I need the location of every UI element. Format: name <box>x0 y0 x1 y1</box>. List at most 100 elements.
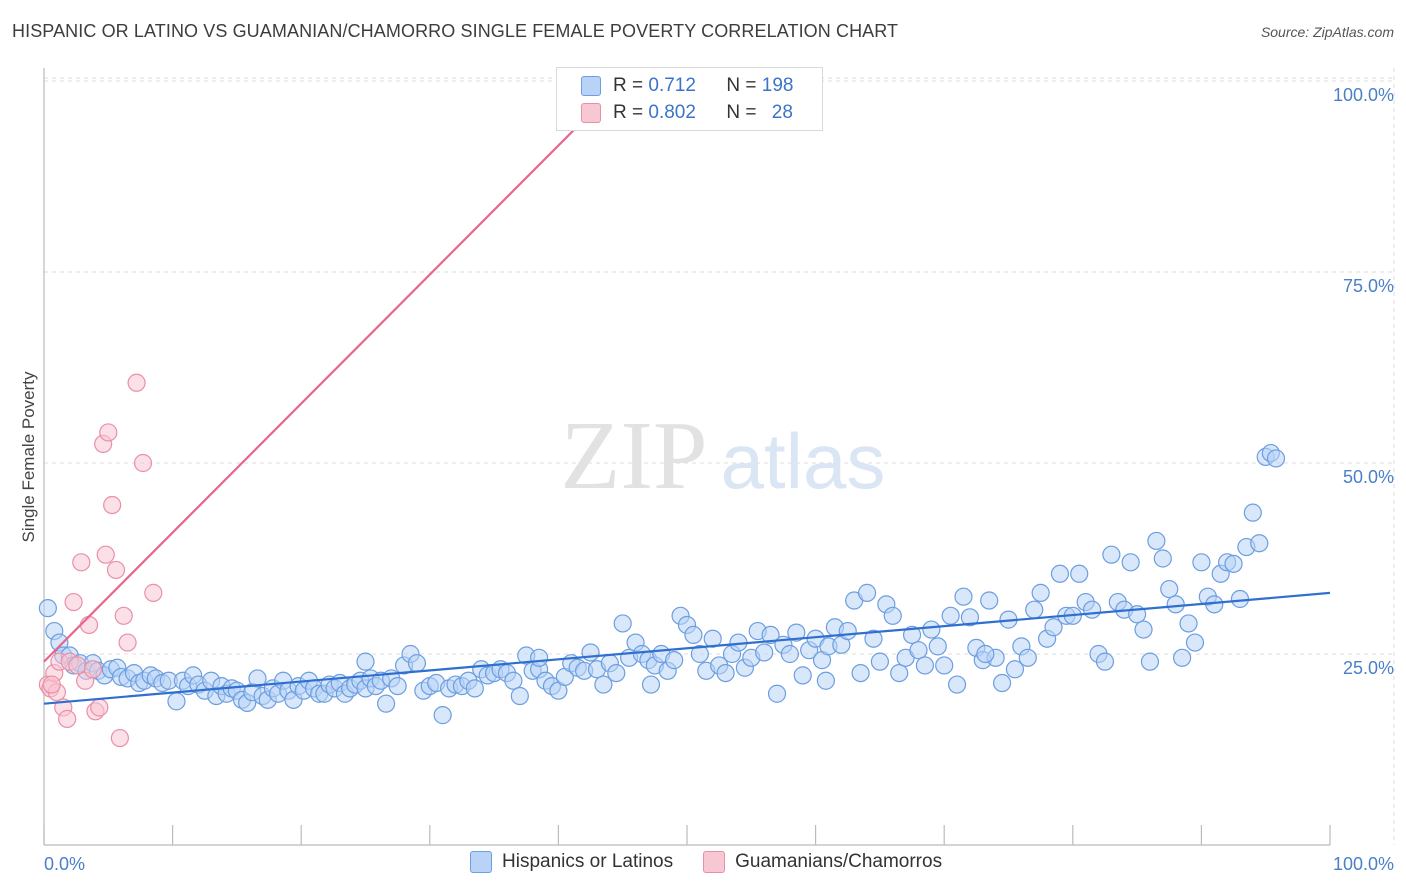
point-hispanic <box>433 706 452 725</box>
trend-line-hispanics <box>43 591 1331 705</box>
point-hispanic <box>1031 583 1050 602</box>
gridlines <box>44 68 1395 845</box>
legend-row-guamanians: R = 0.802 N = 28 <box>581 101 793 125</box>
point-hispanic <box>755 643 774 662</box>
x-tick-max: 100.0% <box>1333 854 1394 874</box>
point-hispanic <box>1250 534 1269 553</box>
y-tick-label: 50.0% <box>1343 467 1394 487</box>
point-hispanic <box>1044 618 1063 637</box>
point-hispanic <box>960 608 980 627</box>
legend-n-value: 28 <box>771 102 793 123</box>
point-hispanic <box>1153 549 1172 568</box>
legend-label-hispanics: Hispanics or Latinos <box>502 851 674 872</box>
legend-label-guamanians: Guamanians/Chamorros <box>735 851 943 872</box>
watermark-atlas: atlas <box>721 417 886 505</box>
point-hispanic <box>947 675 967 694</box>
point-guamanian <box>90 698 109 717</box>
point-guamanian <box>106 560 126 580</box>
legend-swatch-pink <box>703 851 726 873</box>
point-guamanian <box>58 709 77 729</box>
point-hispanic <box>1230 589 1250 609</box>
point-hispanic <box>890 663 909 683</box>
point-hispanic <box>935 656 954 675</box>
y-tick-label: 100.0% <box>1333 85 1394 105</box>
point-hispanic <box>909 641 928 660</box>
trend-lines <box>43 80 1331 705</box>
point-hispanic <box>38 599 57 618</box>
point-hispanic <box>356 652 375 671</box>
point-guamanian <box>114 606 133 625</box>
point-hispanic <box>248 669 267 688</box>
point-hispanic <box>684 625 703 645</box>
legend-r-label: R = <box>613 75 649 96</box>
point-hispanic <box>388 676 407 696</box>
point-guamanian <box>96 545 115 564</box>
legend-n-label: N = <box>726 102 762 123</box>
point-hispanic <box>1082 600 1102 619</box>
point-hispanic <box>690 644 709 664</box>
point-hispanic <box>641 675 661 694</box>
point-hispanic <box>1095 652 1115 671</box>
point-guamanian <box>133 453 153 473</box>
point-hispanic <box>851 663 870 683</box>
point-hispanic <box>1192 553 1211 572</box>
point-hispanic <box>838 621 857 641</box>
point-hispanic <box>793 666 812 685</box>
point-hispanic <box>167 692 186 711</box>
point-hispanic <box>1179 614 1198 633</box>
point-hispanic <box>902 625 922 645</box>
point-hispanic <box>928 637 947 656</box>
legend-item-guamanians[interactable]: Guamanians/Chamorros <box>703 851 942 873</box>
y-tick-labels: 25.0% 50.0% 75.0% 100.0% <box>1333 85 1394 678</box>
legend-r-value: 0.802 <box>648 102 696 123</box>
point-hispanic <box>954 587 973 606</box>
point-hispanic <box>1018 648 1037 667</box>
chart-title: HISPANIC OR LATINO VS GUAMANIAN/CHAMORRO… <box>12 21 899 41</box>
watermark-zip: ZIP <box>561 402 708 510</box>
point-hispanic <box>941 606 960 625</box>
point-hispanic <box>1025 600 1044 619</box>
point-hispanic <box>787 623 806 642</box>
point-guamanian <box>68 656 87 675</box>
legend-n-label: N = <box>726 75 762 96</box>
point-hispanic <box>1243 503 1262 522</box>
point-guamanian <box>127 373 146 392</box>
point-hispanic <box>665 651 684 670</box>
point-hispanic <box>1166 595 1185 614</box>
point-guamanian <box>118 633 137 652</box>
point-hispanic <box>1070 564 1089 583</box>
point-hispanic <box>1102 545 1121 564</box>
point-hispanic <box>1173 648 1192 667</box>
point-hispanic <box>465 679 484 698</box>
point-hispanic <box>864 629 883 648</box>
legend-swatch-blue <box>581 76 601 96</box>
point-guamanian <box>79 615 99 635</box>
stats-legend: R = 0.712 N = 198 R = 0.802 N = 28 <box>556 67 823 131</box>
legend-r-label: R = <box>613 102 649 123</box>
point-guamanian <box>42 675 61 694</box>
source-label: Source: ZipAtlas.com <box>1260 24 1394 40</box>
point-hispanic <box>1050 564 1070 583</box>
watermark: ZIP atlas <box>561 402 886 510</box>
point-hispanic <box>607 663 626 683</box>
legend-swatch-pink <box>581 103 601 123</box>
point-hispanic <box>870 652 890 671</box>
point-hispanic <box>510 686 529 706</box>
point-hispanic <box>857 583 877 602</box>
point-hispanic <box>992 673 1012 693</box>
point-hispanic <box>581 643 600 662</box>
legend-row-hispanics: R = 0.712 N = 198 <box>581 74 793 98</box>
legend-item-hispanics[interactable]: Hispanics or Latinos <box>470 851 673 873</box>
point-hispanic <box>1140 652 1160 671</box>
point-hispanic <box>407 654 427 673</box>
point-hispanic <box>883 606 902 625</box>
point-hispanic <box>1121 553 1140 572</box>
point-guamanian <box>83 660 102 679</box>
point-hispanic <box>530 648 549 667</box>
point-hispanic <box>761 625 780 645</box>
point-hispanic <box>980 591 999 610</box>
point-hispanic <box>1005 660 1025 679</box>
y-tick-label: 25.0% <box>1343 658 1394 678</box>
point-hispanic <box>976 644 995 664</box>
